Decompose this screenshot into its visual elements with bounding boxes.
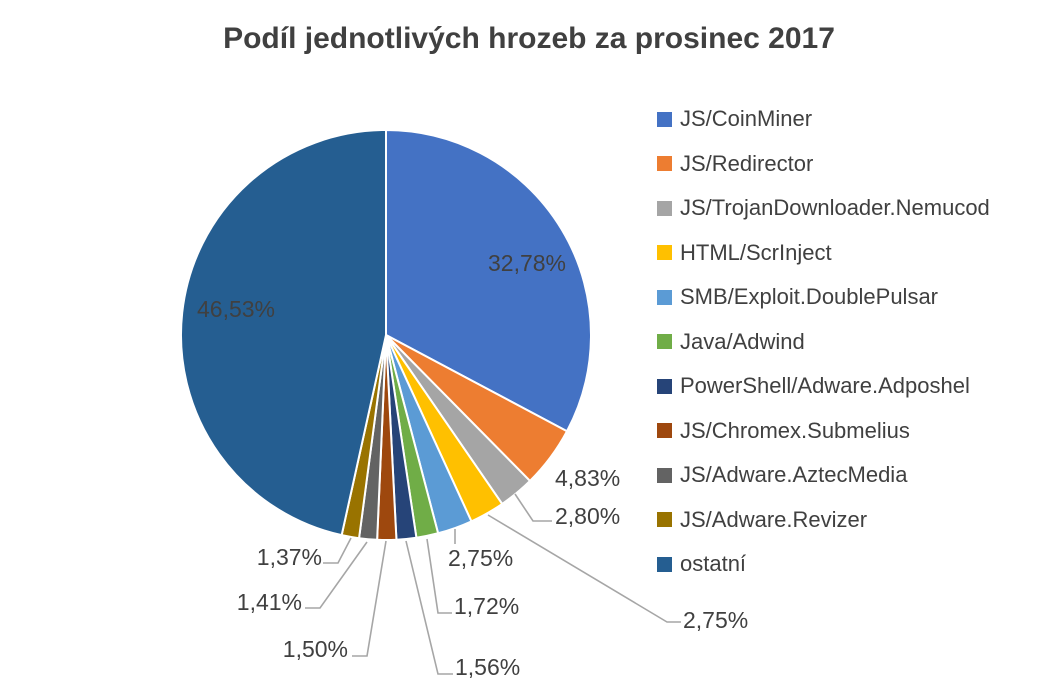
slice-value-label-js-trojandownloader-nemucod: 2,80%: [555, 503, 620, 529]
legend-item-ostatní: ostatní: [657, 542, 990, 587]
label-leader-line: [352, 540, 387, 657]
legend-label: JS/Chromex.Submelius: [680, 417, 910, 443]
legend-label: JS/CoinMiner: [680, 106, 813, 132]
legend-swatch: [657, 334, 672, 350]
label-leader-line: [514, 493, 552, 522]
legend-label: Java/Adwind: [680, 328, 805, 354]
legend-label: HTML/ScrInject: [680, 239, 832, 265]
legend-label: PowerShell/Adware.Adposhel: [680, 373, 970, 399]
pie-slice-js-coinminer: [385, 129, 592, 433]
legend-swatch: [657, 245, 672, 261]
legend-label: ostatní: [680, 551, 747, 577]
legend-label: JS/TrojanDownloader.Nemucod: [680, 195, 990, 221]
slice-value-label-java-adwind: 1,72%: [454, 593, 519, 619]
legend: JS/CoinMiner JS/Redirector JS/TrojanDownlo…: [657, 97, 990, 587]
legend-swatch: [657, 512, 672, 528]
legend-label: JS/Redirector: [680, 150, 814, 176]
legend-label: SMB/Exploit.DoublePulsar: [680, 284, 939, 310]
label-leader-line: [405, 540, 453, 675]
legend-swatch: [657, 289, 672, 305]
pie-slice-ostatní: [180, 129, 387, 537]
legend-label: JS/Adware.AztecMedia: [680, 462, 908, 488]
label-leader-line: [487, 514, 681, 623]
slice-value-label-js-adware-revizer: 1,37%: [257, 544, 322, 570]
legend-swatch: [657, 156, 672, 172]
legend-item-js-trojandownloader-nemucod: JS/TrojanDownloader.Nemucod: [657, 186, 990, 231]
label-leader-line: [426, 538, 452, 614]
legend-item-smb-exploit-doublepulsar: SMB/Exploit.DoublePulsar: [657, 275, 990, 320]
legend-swatch: [657, 467, 672, 483]
legend-item-js-adware-aztecmedia: JS/Adware.AztecMedia: [657, 453, 990, 498]
label-leader-line: [323, 537, 352, 564]
legend-label: JS/Adware.Revizer: [680, 506, 868, 532]
legend-item-java-adwind: Java/Adwind: [657, 320, 990, 365]
slice-value-label-js-chromex-submelius: 1,50%: [283, 636, 348, 662]
slice-value-label-js-adware-aztecmedia: 1,41%: [237, 589, 302, 615]
legend-swatch: [657, 378, 672, 394]
slice-value-label-powershell-adware-adposhel: 1,56%: [455, 654, 520, 680]
legend-swatch: [657, 423, 672, 439]
legend-item-js-adware-revizer: JS/Adware.Revizer: [657, 498, 990, 543]
slice-value-label-ostatní: 46,53%: [197, 296, 275, 322]
legend-item-js-redirector: JS/Redirector: [657, 142, 990, 187]
legend-item-powershell-adware-adposhel: PowerShell/Adware.Adposhel: [657, 364, 990, 409]
slice-value-label-html-scrinject: 2,75%: [683, 607, 748, 633]
slice-value-label-js-coinminer: 32,78%: [488, 250, 566, 276]
legend-item-js-chromex-submelius: JS/Chromex.Submelius: [657, 409, 990, 454]
legend-swatch: [657, 111, 672, 127]
legend-swatch: [657, 556, 672, 572]
legend-swatch: [657, 200, 672, 216]
legend-item-js-coinminer: JS/CoinMiner: [657, 97, 990, 142]
slice-value-label-js-redirector: 4,83%: [555, 465, 620, 491]
label-leader-line: [305, 541, 368, 609]
slice-value-label-smb-exploit-doublepulsar: 2,75%: [448, 545, 513, 571]
chart-title: Podíl jednotlivých hrozeb za prosinec 20…: [223, 22, 835, 55]
legend-item-html-scrinject: HTML/ScrInject: [657, 231, 990, 276]
